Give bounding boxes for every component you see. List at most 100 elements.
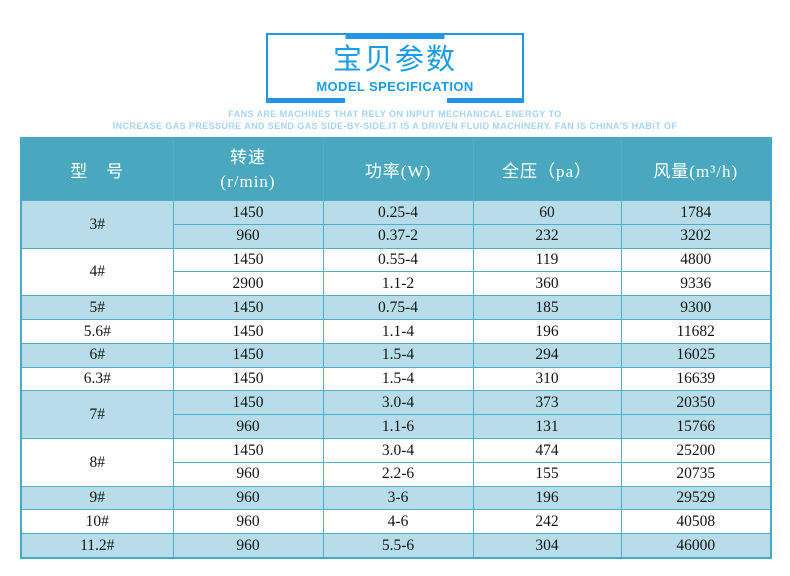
cell-airflow: 20735 <box>620 461 772 487</box>
cell-pressure: 232 <box>472 223 622 249</box>
cell-airflow: 29529 <box>620 485 772 511</box>
cell-power: 1.1-4 <box>322 318 474 344</box>
cell-power: 1.5-4 <box>322 342 474 368</box>
table-row: 10# 960 4-6 242 40508 <box>20 509 772 535</box>
title-box-top-bar <box>345 33 445 39</box>
table-row: 9# 960 3-6 196 29529 <box>20 485 772 511</box>
cell-pressure: 131 <box>472 414 622 439</box>
col-header-power: 功率(W) <box>322 137 474 201</box>
cell-power: 2.2-6 <box>322 461 474 487</box>
cell-pressure: 360 <box>472 271 622 297</box>
cell-power: 3.0-4 <box>322 437 474 463</box>
cell-model: 5# <box>20 295 174 320</box>
cell-rpm: 960 <box>172 414 324 439</box>
tagline-line1: FANS ARE MACHINES THAT RELY ON INPUT MEC… <box>228 109 562 119</box>
cell-power: 1.1-2 <box>322 271 474 297</box>
tagline-line2: INCREASE GAS PRESSURE AND SEND GAS SIDE-… <box>112 120 678 131</box>
cell-power: 0.25-4 <box>322 200 474 225</box>
cell-power: 3.0-4 <box>322 390 474 416</box>
header-row: 型 号 转速 (r/min) 功率(W) 全压（pa） 风量(m³/h) <box>20 137 772 201</box>
table-row: 960 0.37-2 232 3202 <box>21 223 772 249</box>
col-header-model: 型 号 <box>20 137 174 201</box>
cell-model: 6# <box>20 342 174 368</box>
cell-power: 1.5-4 <box>322 366 474 392</box>
cell-power: 0.75-4 <box>322 295 474 320</box>
cell-rpm: 1450 <box>172 366 324 392</box>
cell-airflow: 15766 <box>620 414 772 439</box>
table-row: 960 1.1-6 131 15766 <box>21 414 772 439</box>
cell-airflow: 46000 <box>620 533 772 559</box>
cell-rpm: 1450 <box>172 342 324 368</box>
table-row: 5.6# 1450 1.1-4 196 11682 <box>20 318 772 344</box>
cell-model: 5.6# <box>20 318 174 344</box>
tagline: FANS ARE MACHINES THAT RELY ON INPUT MEC… <box>0 109 790 132</box>
cell-power: 0.55-4 <box>322 247 474 273</box>
col-header-airflow: 风量(m³/h) <box>620 137 772 201</box>
table-row: 6.3# 1450 1.5-4 310 16639 <box>20 366 772 392</box>
col-header-speed-line1: 转速 <box>230 147 266 167</box>
table-row: 4# 1450 0.55-4 119 4800 <box>20 247 772 297</box>
page-subtitle: MODEL SPECIFICATION <box>316 79 474 94</box>
cell-airflow: 11682 <box>620 318 772 344</box>
table-row: 7# 1450 3.0-4 373 20350 <box>20 390 772 439</box>
cell-power: 4-6 <box>322 509 474 535</box>
cell-power: 1.1-6 <box>322 414 474 439</box>
cell-model: 4# <box>20 247 174 297</box>
cell-pressure: 119 <box>472 247 622 273</box>
cell-airflow: 1784 <box>620 200 772 225</box>
cell-rpm: 960 <box>172 485 324 511</box>
cell-model: 3# <box>20 200 174 249</box>
cell-rpm: 1450 <box>172 390 324 416</box>
cell-rpm: 2900 <box>172 271 324 297</box>
cell-rpm: 1450 <box>172 200 324 225</box>
cell-airflow: 9336 <box>620 271 772 297</box>
cell-pressure: 474 <box>472 437 622 463</box>
cell-airflow: 16639 <box>620 366 772 392</box>
table-row: 11.2# 960 5.5-6 304 46000 <box>20 533 772 559</box>
cell-pressure: 196 <box>472 318 622 344</box>
cell-pressure: 242 <box>472 509 622 535</box>
page-title: 宝贝参数 <box>332 44 457 76</box>
spec-table: 型 号 转速 (r/min) 功率(W) 全压（pa） 风量(m³/h) 3# … <box>20 137 772 559</box>
cell-airflow: 16025 <box>620 342 772 368</box>
cell-power: 3-6 <box>322 485 474 511</box>
table-row: 6# 1450 1.5-4 294 16025 <box>20 342 772 368</box>
cell-pressure: 185 <box>472 295 622 320</box>
col-header-speed-line2: (r/min) <box>220 171 276 191</box>
cell-airflow: 3202 <box>620 223 772 249</box>
table-row: 8# 1450 3.0-4 474 25200 <box>20 437 772 487</box>
col-header-speed: 转速 (r/min) <box>172 137 324 201</box>
cell-rpm: 960 <box>172 223 324 249</box>
cell-pressure: 155 <box>472 461 622 487</box>
cell-rpm: 960 <box>172 533 324 559</box>
cell-rpm: 1450 <box>172 247 324 273</box>
title-box-bottom-right-bar <box>447 98 524 103</box>
table-row: 3# 1450 0.25-4 60 1784 <box>20 200 772 249</box>
table-row: 5# 1450 0.75-4 185 9300 <box>20 295 772 320</box>
cell-power: 5.5-6 <box>322 533 474 559</box>
cell-airflow: 40508 <box>620 509 772 535</box>
cell-rpm: 1450 <box>172 318 324 344</box>
cell-airflow: 9300 <box>620 295 772 320</box>
cell-pressure: 310 <box>472 366 622 392</box>
col-header-pressure: 全压（pa） <box>472 137 622 201</box>
cell-pressure: 60 <box>472 200 622 225</box>
cell-model: 11.2# <box>20 533 174 559</box>
cell-airflow: 25200 <box>620 437 772 463</box>
cell-pressure: 294 <box>472 342 622 368</box>
cell-rpm: 1450 <box>172 437 324 463</box>
title-box-bottom-left-bar <box>266 98 345 103</box>
cell-rpm: 1450 <box>172 295 324 320</box>
cell-pressure: 304 <box>472 533 622 559</box>
cell-pressure: 196 <box>472 485 622 511</box>
cell-model: 9# <box>20 485 174 511</box>
cell-airflow: 4800 <box>620 247 772 273</box>
cell-model: 10# <box>20 509 174 535</box>
cell-model: 6.3# <box>20 366 174 392</box>
cell-model: 8# <box>20 437 174 487</box>
cell-pressure: 373 <box>472 390 622 416</box>
cell-model: 7# <box>20 390 174 439</box>
cell-rpm: 960 <box>172 461 324 487</box>
cell-airflow: 20350 <box>620 390 772 416</box>
